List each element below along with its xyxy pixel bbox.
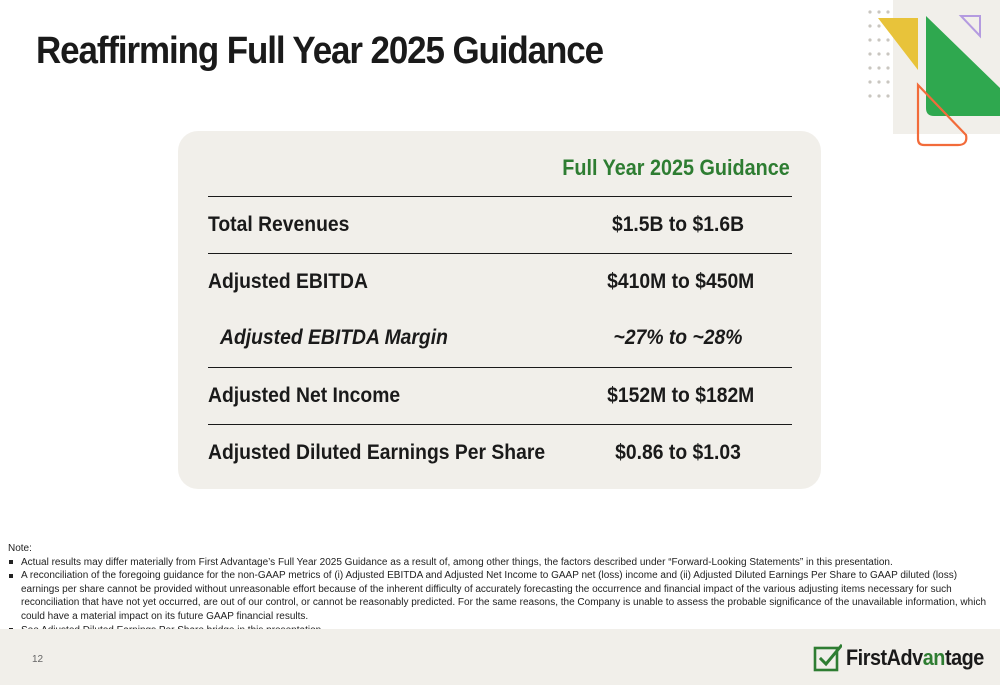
row-value: $152M to $182M	[607, 384, 755, 407]
slide-title: Reaffirming Full Year 2025 Guidance	[36, 30, 604, 72]
row-label: Adjusted EBITDA Margin	[220, 326, 448, 349]
page-number: 12	[32, 654, 44, 665]
table-row: Adjusted Net Income $152M to $182M	[208, 367, 792, 424]
row-label: Adjusted Net Income	[208, 384, 401, 407]
first-advantage-logo: FirstAdvantage	[812, 643, 999, 673]
row-label: Total Revenues	[208, 213, 350, 236]
note-item: A reconciliation of the foregoing guidan…	[8, 569, 993, 623]
table-row: Adjusted EBITDA Margin ~27% to ~28%	[208, 310, 792, 366]
guidance-table: Full Year 2025 Guidance Total Revenues $…	[178, 131, 821, 489]
table-row: Total Revenues $1.5B to $1.6B	[208, 196, 792, 253]
logo-text-suffix: tage	[944, 645, 984, 670]
logo-text-prefix: FirstAdv	[846, 645, 923, 670]
row-label: Adjusted Diluted Earnings Per Share	[208, 441, 546, 464]
slide-footer: 12 FirstAdvantage	[0, 629, 1000, 685]
logo-text-accent: an	[922, 645, 946, 670]
table-row: Adjusted Diluted Earnings Per Share $0.8…	[208, 424, 792, 481]
row-value: $0.86 to $1.03	[615, 441, 741, 464]
note-item: Actual results may differ materially fro…	[8, 556, 993, 570]
logo-wordmark: FirstAdvantage	[846, 645, 984, 671]
row-value: $410M to $450M	[607, 270, 755, 293]
corner-decoration-icon	[868, 0, 1000, 147]
row-value: ~27% to ~28%	[613, 326, 743, 349]
first-advantage-check-icon	[813, 643, 842, 672]
footnotes: Note: Actual results may differ material…	[8, 542, 993, 637]
table-row: Adjusted EBITDA $410M to $450M	[208, 253, 792, 310]
row-value: $1.5B to $1.6B	[611, 213, 745, 236]
row-label: Adjusted EBITDA	[208, 270, 368, 293]
guidance-column-header: Full Year 2025 Guidance	[562, 155, 790, 180]
notes-heading: Note:	[8, 543, 32, 554]
